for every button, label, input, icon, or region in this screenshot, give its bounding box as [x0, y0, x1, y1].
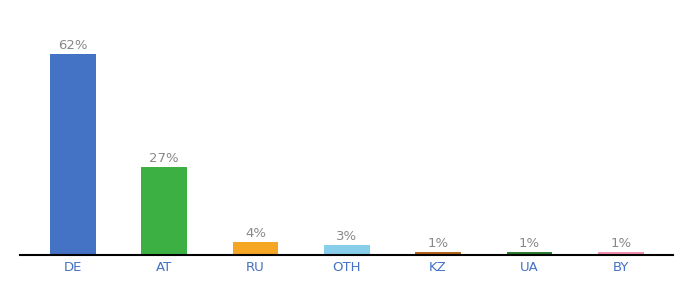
Text: 62%: 62% — [58, 38, 88, 52]
Text: 1%: 1% — [610, 237, 631, 250]
Bar — [233, 242, 278, 255]
Bar — [507, 252, 552, 255]
Text: 1%: 1% — [428, 237, 449, 250]
Bar — [324, 245, 370, 255]
Text: 1%: 1% — [519, 237, 540, 250]
Text: 3%: 3% — [336, 230, 358, 243]
Text: 4%: 4% — [245, 227, 266, 240]
Bar — [50, 53, 96, 255]
Bar — [598, 252, 643, 255]
Bar — [141, 167, 187, 255]
Bar — [415, 252, 461, 255]
Text: 27%: 27% — [150, 152, 179, 165]
